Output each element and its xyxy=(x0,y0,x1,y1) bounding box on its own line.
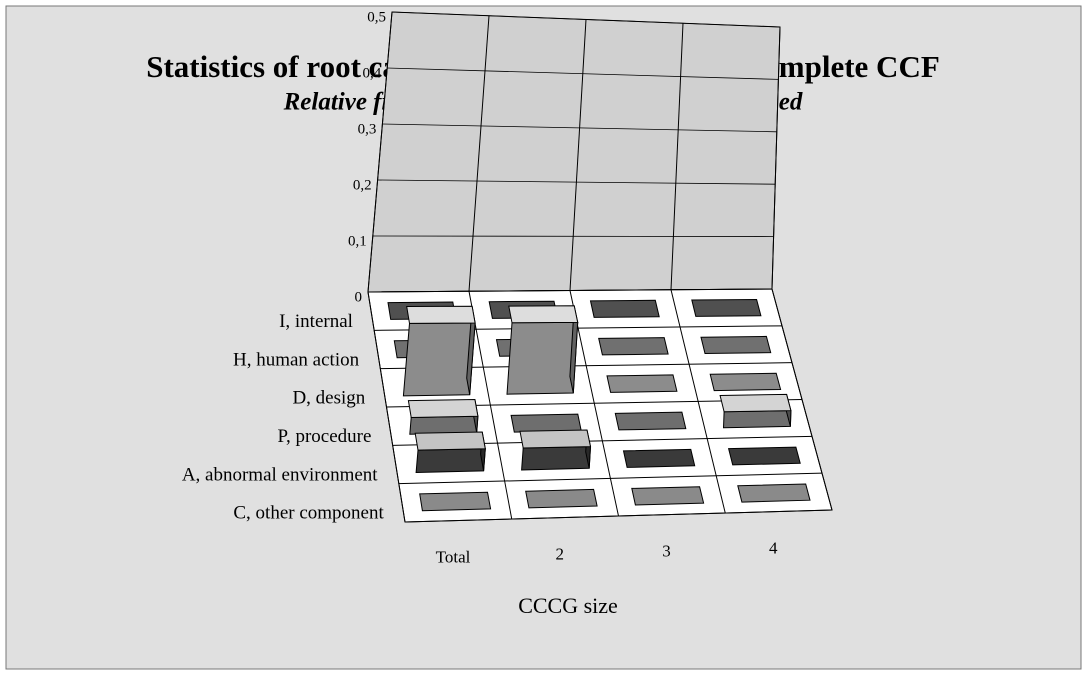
bar xyxy=(414,431,486,474)
y-tick-label: 0 xyxy=(355,289,363,305)
bar-top xyxy=(525,488,598,509)
grid-line xyxy=(372,235,774,238)
y-tick-label: 0,4 xyxy=(362,65,381,81)
bar xyxy=(614,411,687,431)
y-tick-label: 0,5 xyxy=(367,9,386,25)
wall-divider xyxy=(771,26,781,290)
bar-top xyxy=(508,305,579,324)
bar-top xyxy=(631,486,705,506)
bar-top xyxy=(709,372,782,392)
bar-top xyxy=(719,393,792,413)
x-tick-label: 4 xyxy=(769,539,778,558)
bar xyxy=(598,337,669,356)
series-label: I, internal xyxy=(279,311,353,332)
grid-line xyxy=(387,67,779,80)
bar-front xyxy=(409,415,479,435)
grid-line xyxy=(377,179,776,185)
bar-top xyxy=(510,413,582,433)
x-axis-title: CCCG size xyxy=(518,593,618,618)
wall-divider xyxy=(468,15,490,292)
bar-front xyxy=(506,321,579,395)
bar-front xyxy=(402,322,476,397)
y-tick-label: 0,1 xyxy=(348,233,367,249)
floor-line xyxy=(670,289,726,514)
floor-line xyxy=(468,291,513,520)
bar-top xyxy=(419,491,492,512)
series-label: H, human action xyxy=(233,349,360,370)
bar xyxy=(589,299,660,318)
wall-divider xyxy=(367,11,393,293)
bar xyxy=(622,448,696,468)
y-tick-label: 0,3 xyxy=(358,121,377,137)
bar xyxy=(407,398,479,435)
bar-top xyxy=(700,335,772,355)
x-tick-label: 3 xyxy=(662,542,671,561)
x-tick-label: 2 xyxy=(556,545,565,564)
bar xyxy=(506,305,579,395)
bar-top xyxy=(519,429,592,449)
bar xyxy=(691,298,762,317)
bar-top xyxy=(737,483,811,503)
grid-line xyxy=(382,123,777,133)
x-tick-label: Total xyxy=(436,548,471,567)
bar xyxy=(419,491,492,512)
bar xyxy=(519,429,592,471)
bar-front xyxy=(521,446,592,471)
wall-divider xyxy=(670,23,684,290)
bar-top xyxy=(598,337,669,356)
bar xyxy=(525,488,598,509)
series-label: A, abnormal environment xyxy=(182,464,378,485)
bar-top xyxy=(622,448,696,468)
bar xyxy=(606,374,678,393)
bar xyxy=(631,486,705,506)
bar-front xyxy=(415,448,486,474)
bar xyxy=(727,446,801,466)
series-label: P, procedure xyxy=(278,426,372,447)
bar-front xyxy=(722,410,792,429)
floor-line xyxy=(569,290,619,517)
bar xyxy=(719,393,792,429)
wall-divider xyxy=(569,19,587,291)
floor-line xyxy=(367,291,406,523)
bar-top xyxy=(606,374,678,393)
back-wall xyxy=(367,11,781,293)
bar-top xyxy=(589,299,660,318)
floor-line xyxy=(771,288,833,511)
bar-top xyxy=(406,305,476,324)
bar-top xyxy=(727,446,801,466)
bar xyxy=(737,483,811,503)
y-tick-label: 0,2 xyxy=(353,177,372,193)
series-label: D, design xyxy=(292,388,365,409)
bar-top xyxy=(414,431,486,451)
bar-top xyxy=(407,398,479,419)
bar xyxy=(700,335,772,355)
bar xyxy=(709,372,782,392)
series-label: C, other component xyxy=(233,503,384,524)
bar-top xyxy=(614,411,687,431)
bar-top xyxy=(691,298,762,317)
grid-line xyxy=(391,11,781,28)
bar xyxy=(402,305,476,397)
bar xyxy=(510,413,582,433)
